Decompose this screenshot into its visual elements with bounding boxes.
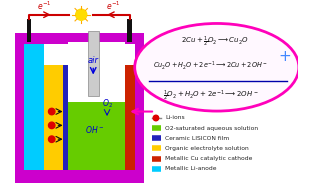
Text: air: air	[88, 56, 99, 65]
Bar	[15, 42, 24, 181]
Text: $OH^-$: $OH^-$	[85, 124, 105, 135]
Text: $+$: $+$	[278, 49, 292, 64]
Bar	[15, 170, 144, 184]
Bar	[135, 42, 144, 181]
Text: $\frac{1}{2}O_2+H_2O+2e^{-1}\longrightarrow 2OH^-$: $\frac{1}{2}O_2+H_2O+2e^{-1}\longrightar…	[162, 89, 258, 103]
Bar	[44, 65, 63, 170]
Circle shape	[153, 115, 159, 121]
Bar	[127, 19, 132, 42]
Text: $Cu_2O+H_2O+2e^{-1}\longrightarrow 2Cu+2OH^-$: $Cu_2O+H_2O+2e^{-1}\longrightarrow 2Cu+2…	[153, 59, 268, 72]
Circle shape	[48, 108, 55, 115]
Text: Metallic Li-anode: Metallic Li-anode	[165, 166, 217, 171]
Circle shape	[76, 9, 87, 20]
Text: Li-ions: Li-ions	[165, 115, 185, 121]
Bar	[15, 33, 144, 44]
Text: Metallic Cu catalytic cathode: Metallic Cu catalytic cathode	[165, 156, 253, 161]
Text: $2Cu+\frac{1}{2}O_2\longrightarrow Cu_2O$: $2Cu+\frac{1}{2}O_2\longrightarrow Cu_2O…	[181, 35, 249, 50]
Circle shape	[48, 122, 55, 129]
Bar	[68, 102, 126, 170]
Bar	[24, 44, 44, 170]
Bar	[27, 19, 31, 42]
Bar	[63, 65, 68, 170]
Text: Ceramic LISICON film: Ceramic LISICON film	[165, 136, 229, 141]
Text: Organic electrolyte solution: Organic electrolyte solution	[165, 146, 249, 151]
Circle shape	[48, 136, 55, 143]
Bar	[88, 31, 99, 96]
Ellipse shape	[135, 23, 299, 111]
Bar	[68, 42, 126, 102]
Text: $e^{-1}$: $e^{-1}$	[37, 0, 51, 12]
Text: $O_2$: $O_2$	[102, 98, 113, 110]
Bar	[126, 65, 135, 170]
Text: $e^{-1}$: $e^{-1}$	[106, 0, 121, 12]
Text: O2-saturated aqueous solution: O2-saturated aqueous solution	[165, 126, 258, 131]
